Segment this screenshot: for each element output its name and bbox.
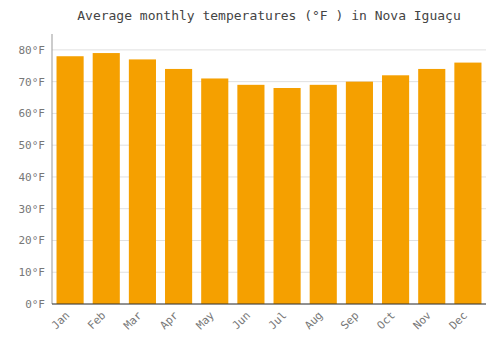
x-tick-label: Nov	[411, 309, 435, 333]
bar	[454, 63, 481, 304]
y-tick-label: 50°F	[19, 139, 46, 152]
grid	[52, 50, 486, 304]
bar	[93, 53, 120, 304]
y-tick-label: 10°F	[19, 266, 46, 279]
x-tick-label: Oct	[374, 309, 397, 332]
bars	[57, 53, 482, 304]
bar	[129, 59, 156, 304]
x-tick-label: Apr	[157, 309, 181, 333]
y-tick-label: 60°F	[19, 107, 46, 120]
x-tick-label: Feb	[85, 309, 108, 332]
bar	[418, 69, 445, 304]
bar	[57, 56, 84, 304]
y-axis-line	[52, 34, 53, 304]
chart-container: Average monthly temperatures (°F ) in No…	[0, 0, 500, 350]
x-tick-label: Jan	[49, 309, 72, 332]
x-tick-label: Jun	[230, 309, 253, 332]
x-axis-line	[52, 304, 486, 305]
x-tick-label: Sep	[338, 309, 361, 332]
x-tick-label: Mar	[121, 309, 145, 333]
bar	[274, 88, 301, 304]
bar	[201, 78, 228, 304]
x-tick-label: Jul	[266, 309, 289, 332]
bar	[382, 75, 409, 304]
y-tick-label: 20°F	[19, 234, 46, 247]
y-tick-label: 70°F	[19, 76, 46, 89]
x-tick-label: Dec	[447, 309, 470, 332]
y-tick-label: 0°F	[25, 298, 45, 311]
y-tick-label: 40°F	[19, 171, 46, 184]
bar	[237, 85, 264, 304]
grid-line	[52, 304, 486, 305]
grid-line	[52, 49, 486, 50]
bar	[346, 82, 373, 304]
bar	[165, 69, 192, 304]
title: Average monthly temperatures (°F ) in No…	[77, 8, 461, 23]
y-tick-label: 80°F	[19, 44, 46, 57]
chart: Average monthly temperatures (°F ) in No…	[0, 0, 500, 350]
x-tick-label: May	[194, 309, 218, 333]
x-tick-label: Aug	[302, 309, 325, 332]
bar	[310, 85, 337, 304]
y-tick-label: 30°F	[19, 203, 46, 216]
